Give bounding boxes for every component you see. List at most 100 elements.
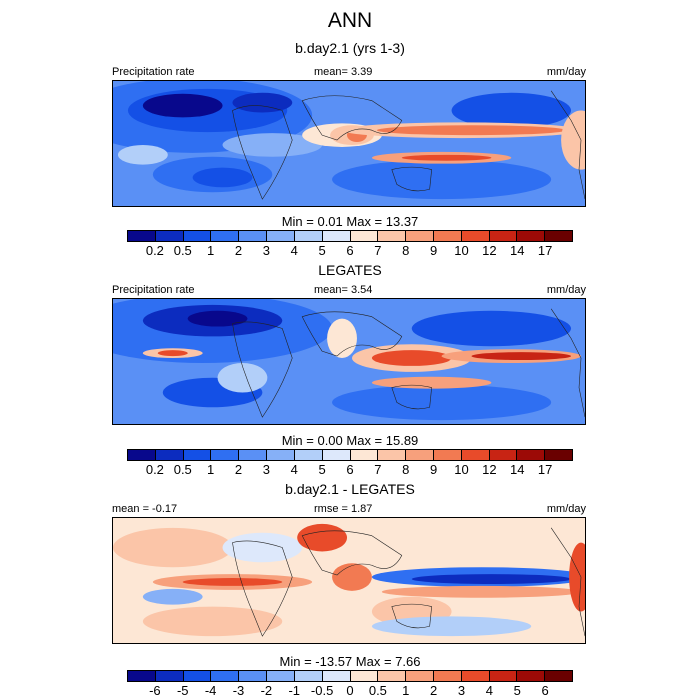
colorbar-tick-label: 3	[262, 462, 270, 477]
colorbar-tick-label: 7	[374, 243, 382, 258]
colorbar-swatch	[517, 231, 546, 241]
panel-1-minmax: Min = 0.01 Max = 13.37	[281, 214, 419, 229]
panel-3-units-label: mm/day	[546, 503, 586, 515]
colorbar-tick-label: 17	[537, 462, 553, 477]
colorbar-swatch	[378, 231, 407, 241]
colorbar-tick-label: 0.5	[173, 462, 192, 477]
colorbar-tick-label: -1	[288, 683, 301, 698]
panel-3-colorbar	[127, 670, 573, 682]
colorbar-swatch	[489, 671, 518, 681]
colorbar-tick-label: 2	[234, 243, 243, 258]
colorbar-tick-label: 3	[262, 243, 270, 258]
colorbar-tick-label: 1	[207, 462, 215, 477]
colorbar-swatch	[461, 450, 490, 460]
colorbar-swatch	[155, 671, 184, 681]
colorbar-swatch	[489, 450, 518, 460]
panel-2-colorbar-ticks: 0.2 0.5 1 2 3 4 5 6 7 8 9 10 12 14 17	[127, 462, 573, 478]
colorbar-swatch	[294, 671, 323, 681]
panel-3-title: b.day2.1 - LEGATES	[285, 481, 415, 497]
colorbar-swatch	[545, 450, 572, 460]
colorbar-tick-label: 14	[510, 243, 525, 258]
colorbar-swatch	[406, 671, 434, 681]
colorbar-swatch	[128, 671, 156, 681]
colorbar-swatch	[211, 450, 240, 460]
colorbar-swatch	[433, 231, 462, 241]
panel-1-title: b.day2.1 (yrs 1-3)	[295, 40, 405, 56]
panel-3-rmse-label: rmse = 1.87	[314, 503, 373, 515]
colorbar-tick-label: -0.5	[310, 683, 334, 698]
colorbar-swatch	[183, 450, 212, 460]
panel-1-colorbar-ticks: 0.2 0.5 1 2 3 4 5 6 7 8 9 10 12 14 17	[127, 243, 573, 259]
colorbar-swatch	[406, 231, 434, 241]
colorbar-swatch	[128, 231, 156, 241]
colorbar-tick-label: 12	[482, 462, 497, 477]
colorbar-tick-label: -4	[204, 683, 217, 698]
colorbar-tick-label: -5	[176, 683, 189, 698]
colorbar-swatch	[239, 671, 268, 681]
panel-2-title: LEGATES	[318, 262, 382, 278]
colorbar-tick-label: 0	[346, 683, 354, 698]
colorbar-swatch	[267, 231, 295, 241]
colorbar-swatch	[294, 231, 323, 241]
colorbar-tick-label: 2	[234, 462, 243, 477]
colorbar-swatch	[211, 231, 240, 241]
panel-2-minmax: Min = 0.00 Max = 15.89	[281, 433, 419, 448]
colorbar-tick-label: 9	[430, 243, 438, 258]
colorbar-swatch	[517, 450, 546, 460]
panel-2-mean-label: mean= 3.54	[314, 284, 373, 296]
colorbar-swatch	[267, 450, 295, 460]
panel-3-colorbar-ticks: -6 -5 -4 -3 -2 -1 -0.5 0 0.5 1 2 3 4 5 6	[127, 683, 573, 699]
figure-title: ANN	[327, 9, 373, 32]
colorbar-swatch	[350, 231, 379, 241]
colorbar-swatch	[461, 671, 490, 681]
colorbar-swatch	[155, 450, 184, 460]
colorbar-swatch	[211, 671, 240, 681]
panel-1-colorbar	[127, 230, 573, 242]
panel-1-variable-label: Precipitation rate	[112, 66, 195, 78]
colorbar-swatch	[322, 450, 351, 460]
colorbar-tick-label: 2	[430, 683, 438, 698]
colorbar-swatch	[378, 671, 407, 681]
colorbar-swatch	[239, 231, 268, 241]
colorbar-tick-label: 5	[318, 462, 326, 477]
colorbar-tick-label: 6	[541, 683, 549, 698]
colorbar-tick-label: 6	[346, 243, 354, 258]
colorbar-tick-label: 5	[318, 243, 326, 258]
colorbar-tick-label: 9	[430, 462, 438, 477]
colorbar-swatch	[350, 671, 379, 681]
colorbar-tick-label: 0.5	[368, 683, 387, 698]
colorbar-swatch	[322, 671, 351, 681]
colorbar-tick-label: 10	[454, 243, 469, 258]
colorbar-tick-label: 7	[374, 462, 382, 477]
colorbar-swatch	[155, 231, 184, 241]
colorbar-tick-label: 4	[485, 683, 493, 698]
colorbar-swatch	[433, 450, 462, 460]
colorbar-swatch	[267, 671, 295, 681]
colorbar-tick-label: 14	[510, 462, 525, 477]
colorbar-tick-label: 4	[290, 243, 298, 258]
panel-2-variable-label: Precipitation rate	[112, 284, 195, 296]
panel-3-minmax: Min = -13.57 Max = 7.66	[279, 654, 421, 669]
colorbar-swatch	[461, 231, 490, 241]
colorbar-swatch	[322, 231, 351, 241]
colorbar-tick-label: 0.5	[173, 243, 192, 258]
colorbar-swatch	[517, 671, 546, 681]
colorbar-swatch	[545, 671, 572, 681]
colorbar-swatch	[433, 671, 462, 681]
panel-1-mean-label: mean= 3.39	[314, 66, 373, 78]
colorbar-tick-label: 12	[482, 243, 497, 258]
panel-2-colorbar	[127, 449, 573, 461]
colorbar-tick-label: 17	[537, 243, 553, 258]
colorbar-tick-label: 1	[207, 243, 215, 258]
colorbar-swatch	[239, 450, 268, 460]
panel-1-units-label: mm/day	[546, 66, 586, 78]
colorbar-swatch	[128, 450, 156, 460]
colorbar-swatch	[406, 450, 434, 460]
colorbar-tick-label: 0.2	[145, 462, 164, 477]
colorbar-tick-label: 5	[513, 683, 521, 698]
colorbar-tick-label: 6	[346, 462, 354, 477]
colorbar-tick-label: 10	[454, 462, 469, 477]
colorbar-swatch	[183, 231, 212, 241]
colorbar-tick-label: 0.2	[145, 243, 164, 258]
panel-3-mean-label: mean = -0.17	[112, 503, 178, 515]
